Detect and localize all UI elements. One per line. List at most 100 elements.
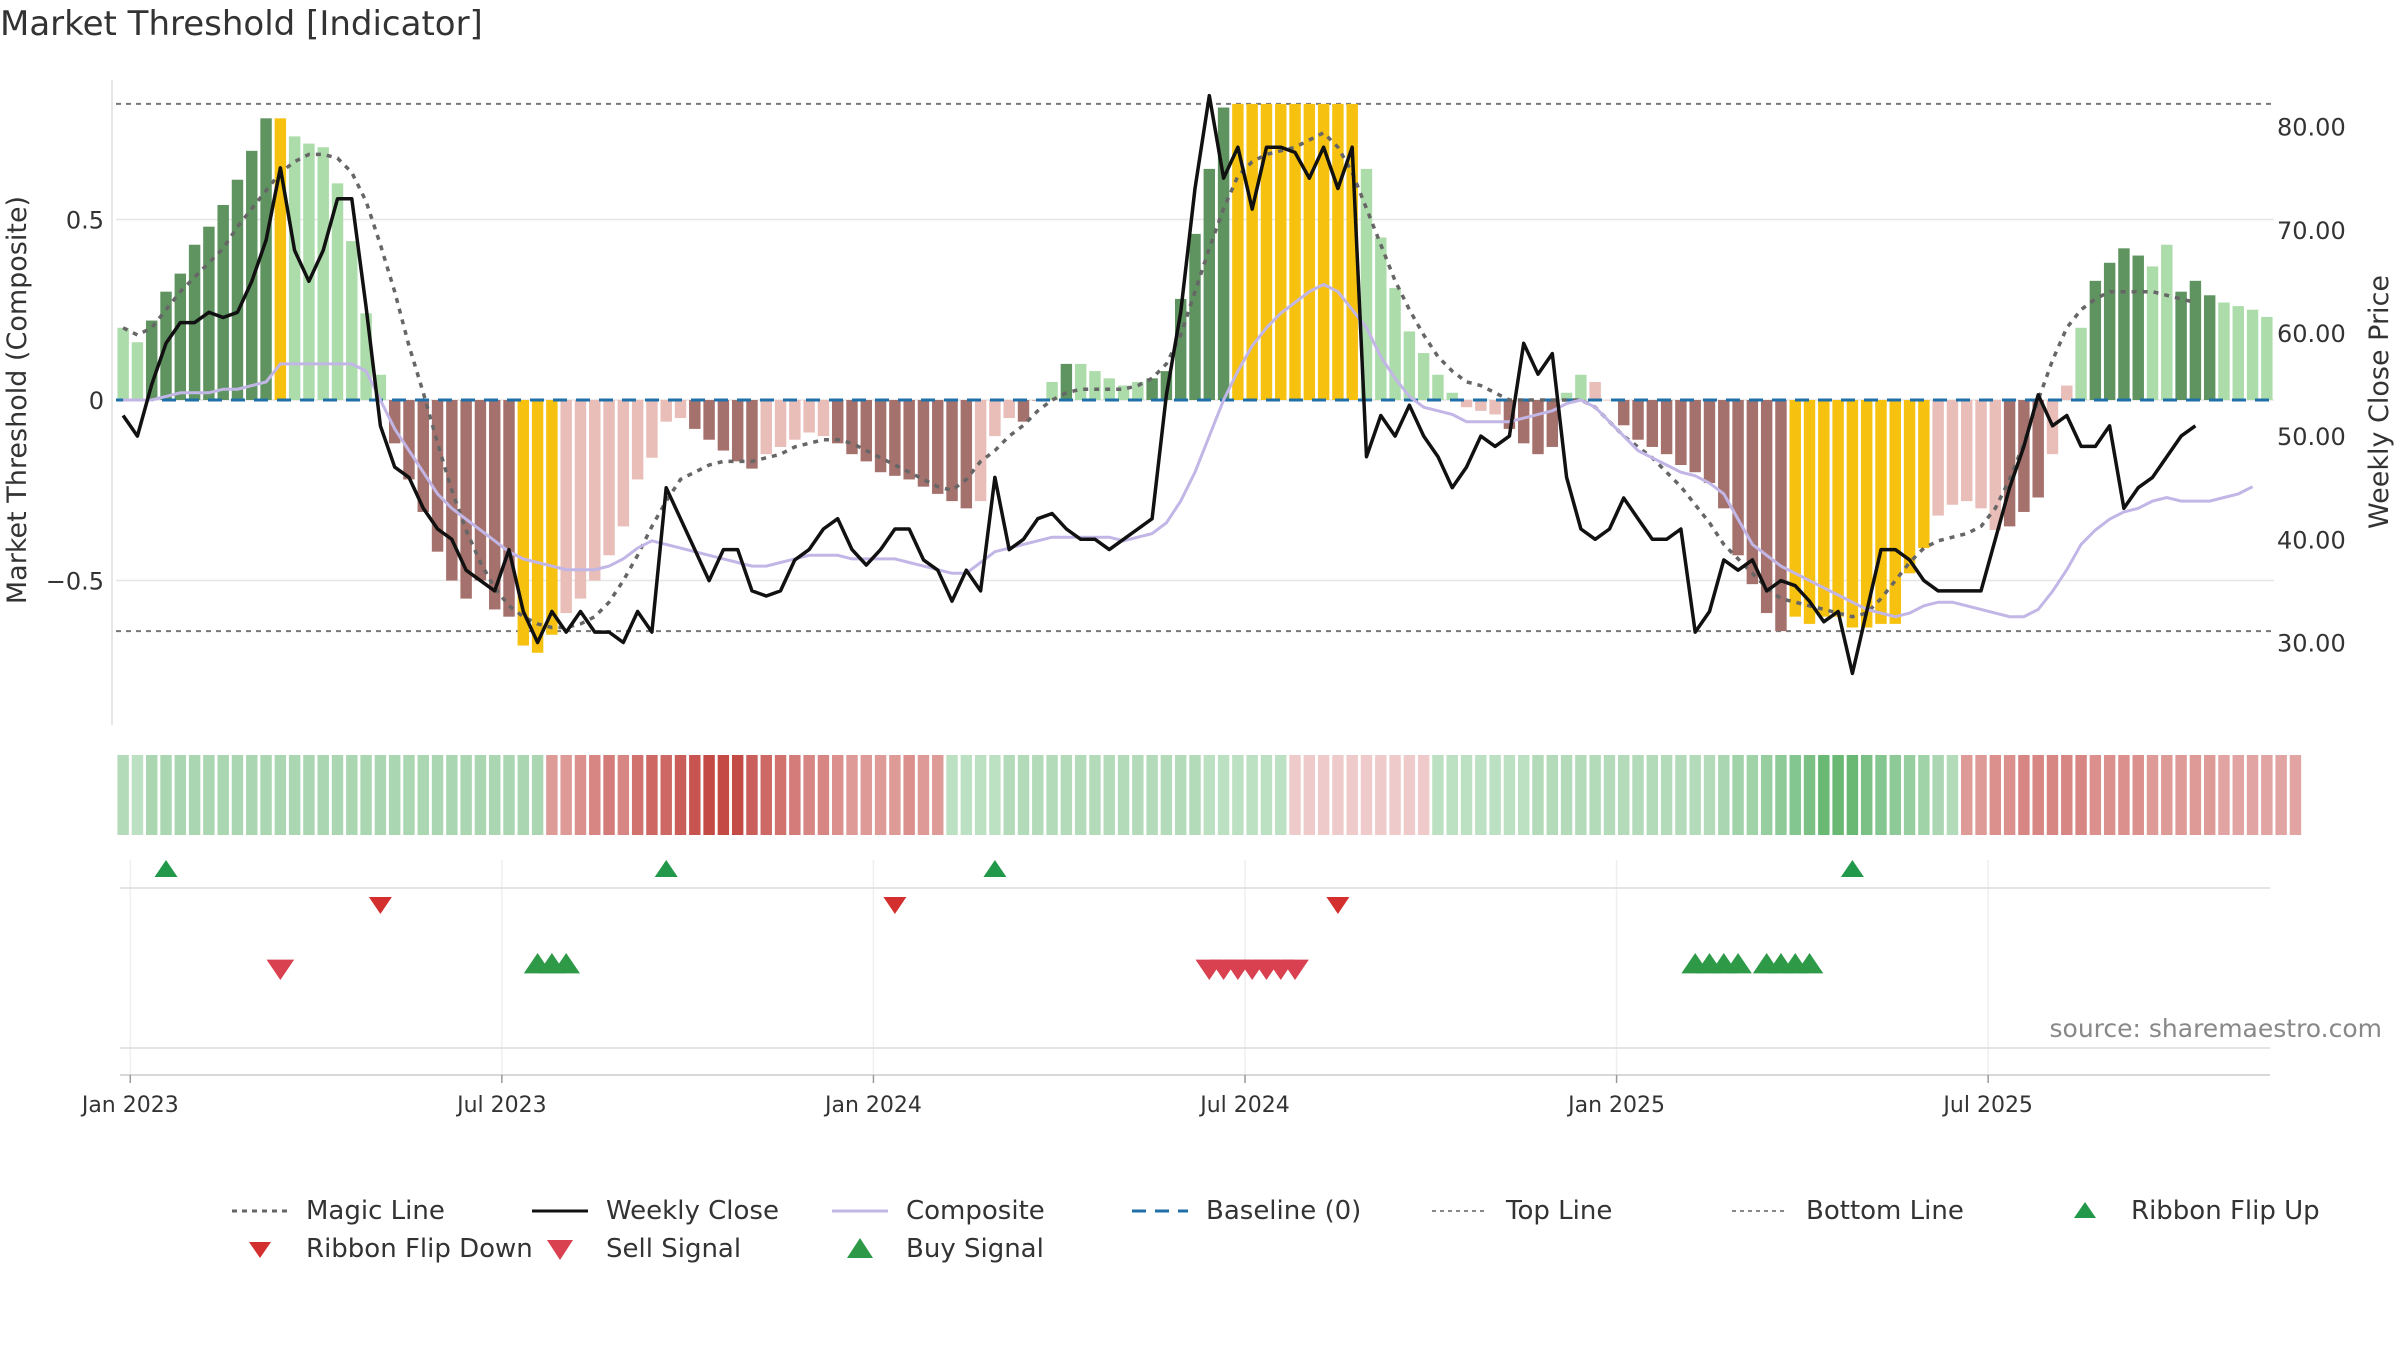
composite-bar (531, 400, 544, 653)
composite-bar (1875, 400, 1887, 624)
ribbon-cell (1875, 755, 1887, 835)
ribbon-cell (1517, 755, 1530, 835)
ribbon-cell (860, 755, 873, 835)
ribbon-cell (660, 755, 672, 835)
ribbon-cell (1975, 755, 1987, 835)
composite-bar (274, 118, 287, 400)
ribbon-cell (2103, 755, 2116, 835)
ribbon-cell (803, 755, 815, 835)
composite-bar (546, 400, 558, 635)
composite-bar (603, 400, 615, 556)
composite-bar (1074, 363, 1087, 400)
x-tick-label: Jul 2024 (1198, 1093, 1290, 1118)
composite-bar (2132, 255, 2144, 400)
ribbon-cell (131, 755, 144, 835)
composite-bar (2018, 400, 2030, 512)
x-tick-label: Jul 2025 (1941, 1093, 2033, 1118)
ribbon-cell (646, 755, 658, 835)
composite-bar (1289, 103, 1301, 400)
ribbon-cell (1160, 755, 1173, 835)
legend-label: Buy Signal (906, 1234, 1044, 1264)
ribbon-cell (1675, 755, 1687, 835)
legend-swatch-buy (847, 1238, 873, 1258)
composite-bar (174, 273, 187, 400)
ribbon-cell (703, 755, 715, 835)
composite-bar (417, 400, 429, 512)
composite-bar (1132, 381, 1144, 400)
sell-signal-marker (266, 959, 295, 980)
ribbon-cell (174, 755, 187, 835)
series-lines-layer (116, 93, 2274, 676)
ribbon-cell (1375, 755, 1387, 835)
y-tick-label: 0 (89, 387, 104, 415)
composite-bar (860, 400, 873, 462)
ribbon-cell (1618, 755, 1630, 835)
composite-bar (2061, 385, 2073, 400)
y2-tick-label: 70.00 (2277, 217, 2346, 245)
composite-bar (1832, 400, 1844, 617)
composite-bar (946, 400, 958, 502)
composite-bar (903, 400, 915, 480)
composite-bar (689, 400, 701, 429)
ribbon-flip-down-marker (1326, 897, 1350, 914)
composite-bar (374, 374, 387, 400)
ribbon-cell (546, 755, 558, 835)
ribbon-cell (2046, 755, 2059, 835)
composite-bar (874, 400, 887, 473)
axes-layer: 0.5 0 −0.5 80.00 70.00 60.00 50.00 40.00 30.00 Ma… (2, 80, 2395, 1118)
ribbon-cell (331, 755, 344, 835)
ribbon-cell (117, 755, 129, 835)
composite-bar (1489, 400, 1501, 415)
composite-bar (1217, 107, 1230, 400)
ribbon-cell (1017, 755, 1030, 835)
legend-swatch-close (532, 1209, 588, 1213)
ribbon-cell (1275, 755, 1287, 835)
ribbon-cell (2018, 755, 2030, 835)
ribbon-cell (631, 755, 644, 835)
ribbon-cell (1660, 755, 1673, 835)
y2-tick-label: 40.00 (2277, 526, 2346, 554)
ribbon-cell (2132, 755, 2144, 835)
composite-bar (1718, 400, 1730, 509)
legend-item-composite: Composite (830, 1196, 1045, 1226)
legend-label: Bottom Line (1806, 1196, 1964, 1226)
legend-item-magic: Magic Line (230, 1196, 445, 1226)
ribbon-cell (1961, 755, 1973, 835)
ribbon-cell (260, 755, 272, 835)
ribbon-cell (574, 755, 587, 835)
composite-bar (1417, 353, 1430, 400)
composite-bar (1203, 168, 1216, 400)
ribbon-flip-up-marker (983, 860, 1007, 877)
legend-swatch-top (1432, 1210, 1488, 1212)
legend-item-bottom: Bottom Line (1730, 1196, 1964, 1226)
ribbon-cell (2189, 755, 2202, 835)
ribbon-cell (1946, 755, 1959, 835)
composite-bar (1060, 363, 1073, 400)
ribbon-cell (2289, 755, 2302, 835)
composite-bar (2161, 244, 2173, 400)
ribbon-cell (1332, 755, 1344, 835)
ribbon-cell (2118, 755, 2130, 835)
ribbon-flip-down-marker (883, 897, 907, 914)
ribbon-cell (746, 755, 758, 835)
composite-bar (774, 400, 787, 447)
composite-bar (431, 400, 444, 552)
ribbon-cell (717, 755, 730, 835)
composite-bar (260, 118, 272, 400)
ribbon-cell (346, 755, 358, 835)
composite-bar (1460, 400, 1473, 408)
x-tick-label: Jan 2023 (80, 1093, 179, 1118)
ribbon-cell (903, 755, 915, 835)
ribbon-cell (1217, 755, 1230, 835)
composite-bar (1989, 400, 2002, 530)
legend-swatch-flip_down (249, 1242, 271, 1258)
ribbon-cell (2275, 755, 2287, 835)
ribbon-cell (2246, 755, 2259, 835)
ribbon-cell (674, 755, 687, 835)
legend-swatch-magic (232, 1209, 288, 1213)
composite-bar (1146, 378, 1158, 400)
y2-tick-label: 60.00 (2277, 320, 2346, 348)
ribbon-cell (1046, 755, 1058, 835)
composite-bar (2089, 280, 2102, 400)
composite-bar (989, 400, 1001, 437)
